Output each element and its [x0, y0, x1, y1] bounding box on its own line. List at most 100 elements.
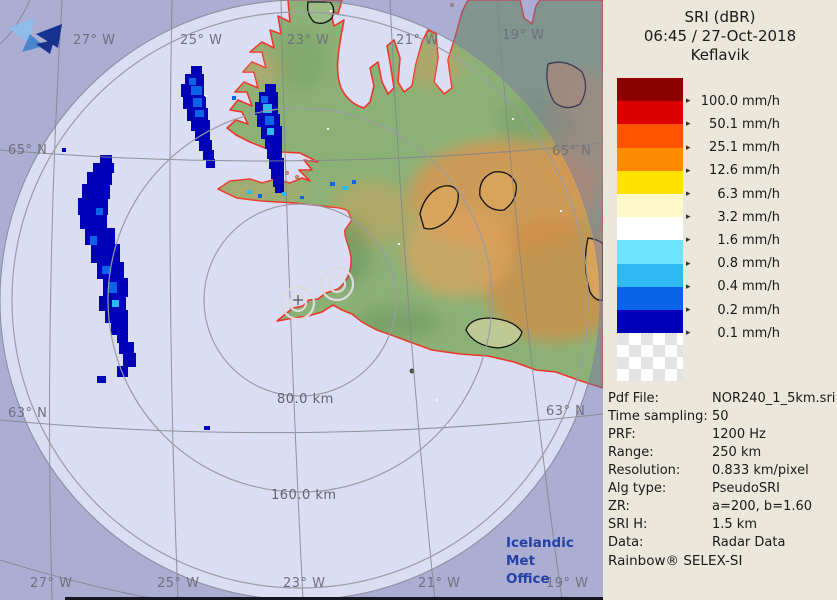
precipitation-cell — [282, 192, 287, 196]
legend-threshold-label: ▸ 0.1 mm/h — [686, 325, 780, 341]
precipitation-cell — [82, 184, 110, 199]
graticule-label: 65° N — [8, 143, 48, 158]
precipitation-cell — [199, 140, 212, 151]
precipitation-cell — [263, 104, 272, 113]
graticule-label: 19° W — [502, 28, 545, 43]
product-title: SRI (dBR) — [684, 8, 756, 26]
legend-swatch — [617, 124, 683, 148]
legend-threshold-label: ▸ 25.1 mm/h — [686, 140, 780, 156]
metadata-value: a=200, b=1.60 — [712, 499, 813, 514]
precipitation-cell — [195, 130, 210, 141]
met-office-pinwheel-icon — [8, 18, 62, 54]
metadata-value: PseudoSRI — [712, 481, 780, 496]
metadata-value: 1.5 km — [712, 517, 757, 532]
precipitation-cell — [78, 198, 108, 215]
out-of-range-overlay — [0, 0, 603, 600]
legend-threshold-label: ▸ 3.2 mm/h — [686, 209, 780, 225]
precipitation-cell — [123, 353, 136, 367]
precipitation-cell — [117, 366, 128, 377]
glacier-outlines — [306, 1, 603, 349]
precipitation-cell — [119, 342, 134, 354]
graticule-label: 63° N — [8, 406, 48, 421]
radar-map: 27° W 25° W 23° W 21° W 19° W 27° W 25° W 23° W… — [0, 0, 603, 600]
color-scale — [617, 78, 683, 382]
precipitation-cell — [108, 282, 117, 293]
graticule-label: 63° N — [546, 404, 586, 419]
product-datetime: 06:45 / 27-Oct-2018 — [643, 27, 797, 45]
precipitation-cell — [267, 148, 282, 159]
metadata-value: 250 km — [712, 445, 762, 460]
precipitation-cell — [273, 178, 284, 187]
precipitation-cell — [300, 196, 304, 199]
legend-swatch — [617, 170, 683, 194]
precipitation-cell — [275, 186, 284, 193]
metadata-label: Pdf File: — [608, 391, 659, 406]
metadata-label: Alg type: — [608, 481, 667, 496]
metadata-label: ZR: — [608, 499, 630, 514]
legend-swatch — [617, 309, 683, 334]
precipitation-cell — [258, 194, 262, 198]
graticule-label: 21° W — [418, 576, 461, 591]
radar-site-markers — [280, 266, 355, 321]
radar-map-canvas — [0, 0, 603, 600]
precipitation-cell — [85, 228, 115, 245]
metadata-value: Radar Data — [712, 535, 786, 550]
metadata-label: Range: — [608, 445, 654, 460]
range-ring-label: 80.0 km — [277, 392, 334, 407]
graticule-label: 21° W — [396, 33, 439, 48]
precipitation-cell — [193, 98, 202, 107]
precipitation-cell — [111, 322, 128, 335]
legend-tick-arrow-icon: ▸ — [686, 165, 691, 176]
precipitation-cell — [232, 96, 236, 100]
precipitation-cell — [102, 266, 110, 274]
legend-tick-arrow-icon: ▸ — [686, 305, 691, 315]
metadata-label: Resolution: — [608, 463, 681, 478]
legend-threshold-label: ▸ 100.0 mm/h — [686, 93, 780, 109]
precipitation-cell — [265, 84, 276, 93]
range-ring-label: 160.0 km — [271, 488, 337, 503]
metadata-label: SRI H: — [608, 517, 648, 532]
range-rings — [0, 0, 601, 600]
precipitation-cell — [93, 163, 114, 173]
info-panel: SRI (dBR) 06:45 / 27-Oct-2018 Keflavik ▸… — [603, 0, 837, 600]
precipitation-cell — [87, 172, 112, 185]
metadata-label: Time sampling: — [608, 409, 708, 424]
legend-threshold-label: ▸ 0.8 mm/h — [686, 256, 780, 272]
graticule-label: 27° W — [30, 576, 73, 591]
legend-threshold-label: ▸ 50.1 mm/h — [686, 116, 780, 132]
precipitation-cell — [100, 155, 112, 164]
precipitation-cell — [105, 310, 128, 323]
precipitation-cell — [191, 120, 210, 131]
precipitation-cell — [259, 92, 278, 103]
graticule-label: 19° W — [546, 576, 589, 591]
legend-tick-arrow-icon: ▸ — [686, 212, 691, 223]
precipitation-cell — [90, 236, 97, 245]
precipitation-cell — [97, 376, 106, 383]
precipitation-cell — [62, 148, 66, 152]
precipitation-cell — [191, 66, 202, 75]
met-office-logo: Icelandic Met Office — [506, 534, 602, 588]
graticule-label: 23° W — [287, 33, 330, 48]
legend-tick-arrow-icon: ▸ — [686, 96, 691, 107]
station-name: Keflavik — [690, 46, 750, 64]
legend-swatch — [617, 286, 683, 310]
metadata-label: PRF: — [608, 427, 636, 442]
graticule-label: 25° W — [180, 33, 223, 48]
legend-tick-arrow-icon: ▸ — [686, 258, 691, 269]
legend-swatch — [617, 78, 683, 102]
precipitation-cell — [271, 168, 284, 179]
legend-threshold-label: ▸ 0.2 mm/h — [686, 302, 780, 318]
precipitation-cell — [352, 180, 356, 184]
precipitation-cell — [189, 78, 196, 85]
metadata-value: 0.833 km/pixel — [712, 463, 809, 478]
precipitation-cell — [267, 128, 274, 135]
graticule-label: 65° N — [552, 144, 592, 159]
precipitation-echoes — [62, 66, 356, 430]
legend-threshold-label: ▸ 12.6 mm/h — [686, 163, 780, 179]
precipitation-cell — [265, 138, 282, 149]
precipitation-cell — [191, 86, 202, 95]
precipitation-cell — [261, 96, 268, 103]
metadata-value: 50 — [712, 409, 729, 424]
precipitation-cell — [206, 159, 215, 168]
precipitation-cell — [269, 158, 284, 169]
